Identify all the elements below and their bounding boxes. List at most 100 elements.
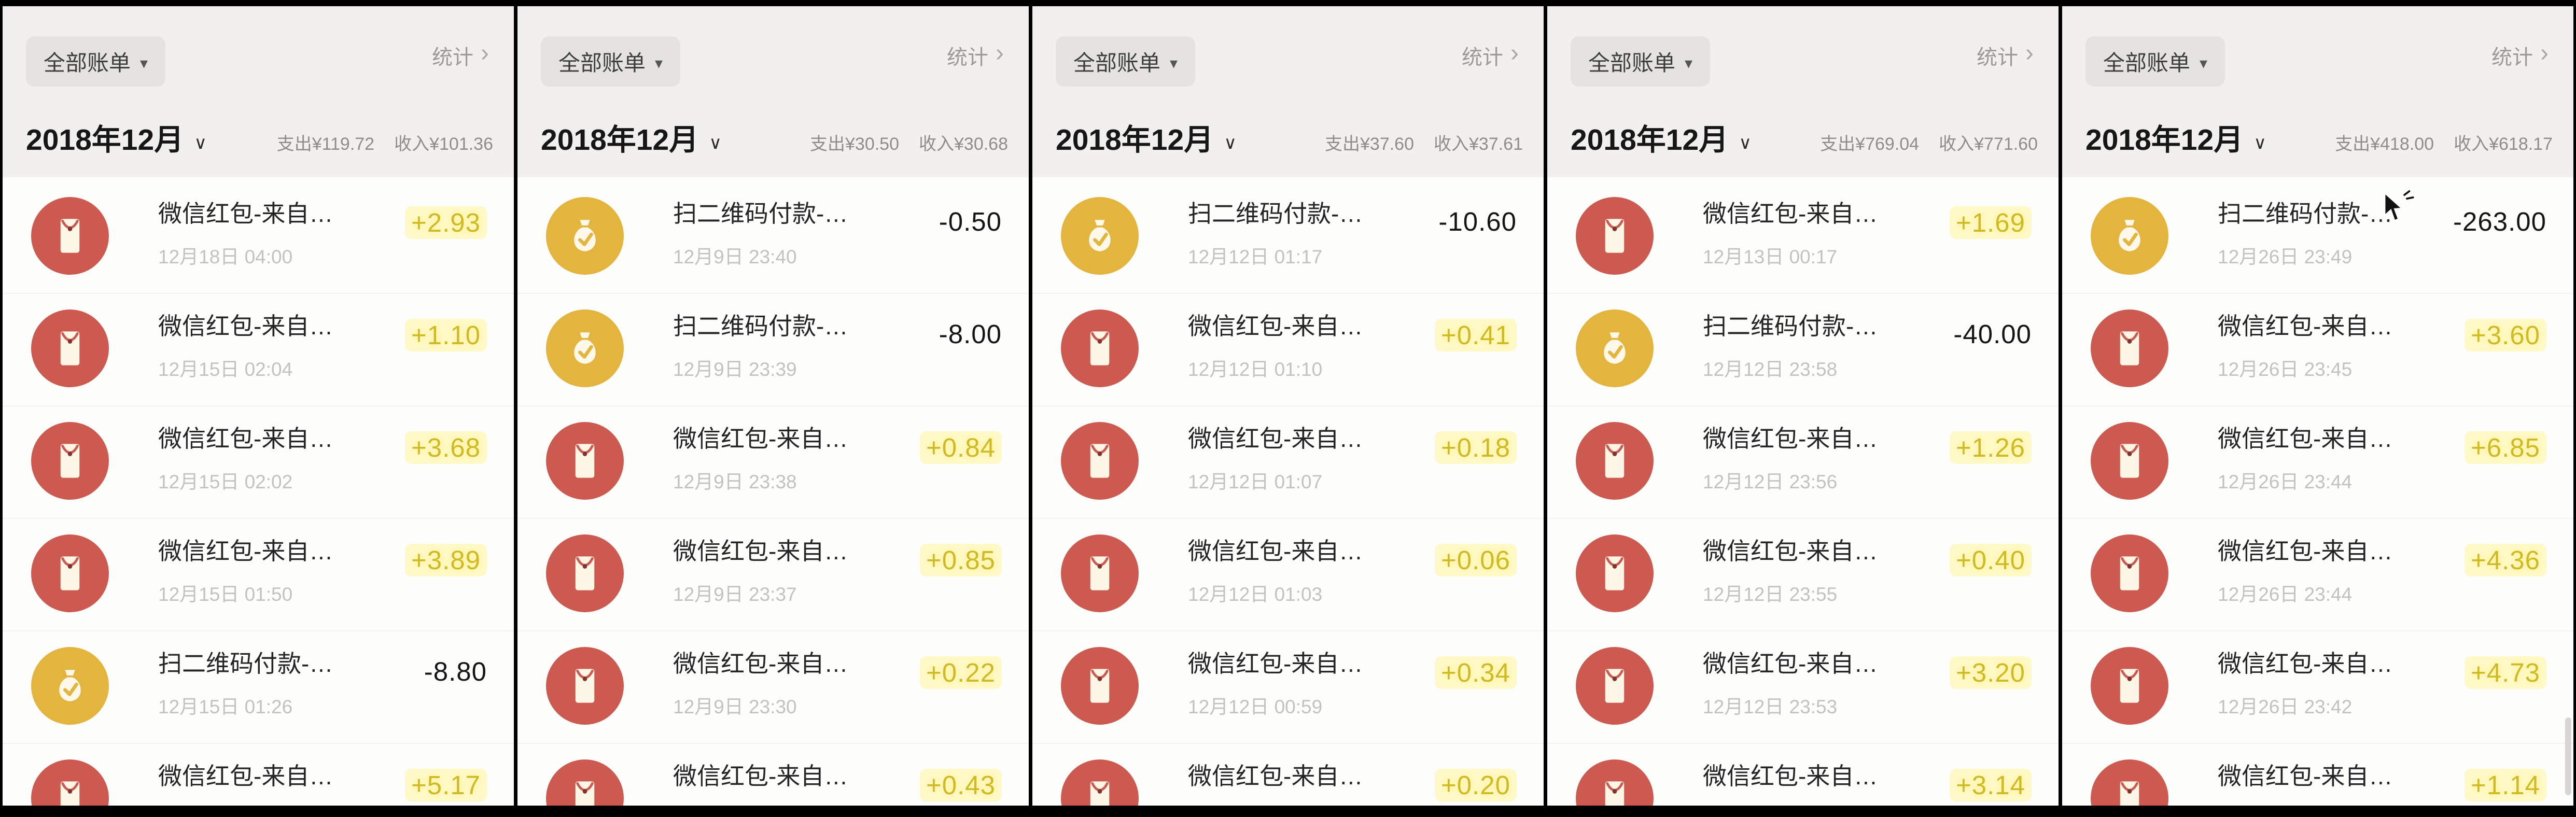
transaction-row[interactable]: 微信红包-来自发包 12月9日 23:37 +0.85 xyxy=(517,518,1029,630)
caret-down-icon: ▾ xyxy=(140,55,148,72)
statistics-label: 统计 xyxy=(1462,46,1504,69)
month-selector[interactable]: 2018年12月 ∨ xyxy=(541,116,722,159)
transaction-row[interactable]: 微信红包-来自发包 +0.20 xyxy=(1032,743,1544,806)
transaction-row[interactable]: 扫二维码付款-给*C-钦 12月9日 23:40 -0.50 xyxy=(517,181,1029,293)
transaction-text: 微信红包-来自发包 xyxy=(1188,763,1373,804)
panel-header: 全部账单 ▾ 统计 › 2018年12月 ∨ 支出¥769.04 收入¥771.… xyxy=(1547,6,2059,177)
transaction-row[interactable]: 微信红包-来自A.J 12月13日 00:17 +1.69 xyxy=(1547,181,2059,293)
transaction-date: 12月26日 23:44 xyxy=(2218,471,2353,492)
transaction-amount: +1.10 xyxy=(404,319,487,351)
expense-total: 支出¥769.04 xyxy=(1820,134,1920,154)
transaction-row[interactable]: 微信红包-来自小冷 12月26日 23:45 +3.60 xyxy=(2062,293,2573,405)
red-envelope-icon xyxy=(31,197,109,275)
account-filter-dropdown[interactable]: 全部账单 ▾ xyxy=(2085,36,2225,87)
transaction-amount: +6.85 xyxy=(2464,431,2546,464)
transaction-date: 12月13日 00:17 xyxy=(1703,246,1838,267)
transaction-row[interactable]: 微信红包-来自米赛尔12-… 12月15日 01:50 +3.89 xyxy=(3,518,514,630)
account-filter-dropdown[interactable]: 全部账单 ▾ xyxy=(1571,36,1711,87)
transaction-row[interactable]: 扫二维码付款-给A… 12月26日 23:49 -263.00 xyxy=(2062,181,2573,293)
red-envelope-icon xyxy=(31,759,109,806)
statistics-link[interactable]: 统计 › xyxy=(947,40,1004,71)
statistics-link[interactable]: 统计 › xyxy=(432,40,489,71)
transaction-row[interactable]: 微信红包-来自鲜海洋… +1.14 xyxy=(2062,743,2573,806)
account-filter-dropdown[interactable]: 全部账单 ▾ xyxy=(541,36,681,87)
red-envelope-icon xyxy=(546,647,624,725)
transaction-amount: -8.00 xyxy=(939,319,1002,349)
transaction-date: 12月26日 23:49 xyxy=(2218,246,2353,267)
scrollbar-thumb[interactable] xyxy=(2565,717,2571,795)
transaction-title: 微信红包-来自鲜海洋… xyxy=(2218,425,2402,452)
transaction-title: 微信红包-来自A.J xyxy=(1703,763,1887,790)
transaction-date: 12月26日 23:44 xyxy=(2218,583,2353,605)
transaction-title: 微信红包-来自发包 xyxy=(673,650,858,677)
account-filter-dropdown[interactable]: 全部账单 ▾ xyxy=(1056,36,1196,87)
money-bag-icon xyxy=(1576,309,1654,387)
income-total: 收入¥37.61 xyxy=(1434,134,1523,154)
transaction-row[interactable]: 微信红包-来自米赛尔12-… +5.17 xyxy=(3,743,514,806)
transaction-title: 微信红包-来自A.J xyxy=(1703,200,1887,227)
transaction-text: 微信红包-来自发包 12月12日 01:07 xyxy=(1188,425,1373,494)
transaction-row[interactable]: 微信红包-来自A.J 12月12日 23:53 +3.20 xyxy=(1547,630,2059,743)
transaction-row[interactable]: 微信红包-来自发包 +0.43 xyxy=(517,743,1029,806)
month-label: 2018年12月 xyxy=(1571,123,1729,157)
transaction-amount: +0.20 xyxy=(1434,769,1517,801)
red-envelope-icon xyxy=(1061,422,1139,500)
month-selector[interactable]: 2018年12月 ∨ xyxy=(1571,116,1752,159)
panel-header: 全部账单 ▾ 统计 › 2018年12月 ∨ 支出¥37.60 收入¥37.61 xyxy=(1032,6,1544,177)
transaction-amount: -263.00 xyxy=(2453,207,2546,236)
transaction-row[interactable]: 微信红包-来自发包 12月12日 01:03 +0.06 xyxy=(1032,518,1544,630)
transaction-row[interactable]: 微信红包-来自A.J 12月12日 23:56 +1.26 xyxy=(1547,405,2059,518)
statistics-link[interactable]: 统计 › xyxy=(1977,40,2034,71)
transaction-text: 微信红包-来自鲜海洋… 12月26日 23:42 xyxy=(2218,650,2402,719)
month-selector[interactable]: 2018年12月 ∨ xyxy=(2085,116,2266,159)
statistics-link[interactable]: 统计 › xyxy=(2491,40,2549,71)
transaction-row[interactable]: 微信红包-来自发包 12月9日 23:30 +0.22 xyxy=(517,630,1029,743)
transaction-row[interactable]: 扫二维码付款-给蕾蕾的… 12月12日 23:58 -40.00 xyxy=(1547,293,2059,405)
account-filter-label: 全部账单 xyxy=(2103,51,2191,75)
transaction-row[interactable]: 微信红包-来自发包 12月12日 01:10 +0.41 xyxy=(1032,293,1544,405)
panel-header: 全部账单 ▾ 统计 › 2018年12月 ∨ 支出¥30.50 收入¥30.68 xyxy=(517,6,1029,177)
transaction-row[interactable]: 扫二维码付款-给溢漾好… 12月15日 01:26 -8.80 xyxy=(3,630,514,743)
month-label: 2018年12月 xyxy=(541,123,699,157)
transaction-title: 扫二维码付款-给A… xyxy=(2218,200,2402,227)
transaction-row[interactable]: 微信红包-来自鲜海洋… 12月26日 23:44 +6.85 xyxy=(2062,405,2573,518)
transaction-row[interactable]: 扫二维码付款-给*C-钦 12月9日 23:39 -8.00 xyxy=(517,293,1029,405)
transaction-row[interactable]: 微信红包-来自米赛尔12-… 12月15日 02:04 +1.10 xyxy=(3,293,514,405)
statistics-link[interactable]: 统计 › xyxy=(1462,40,1519,71)
transaction-row[interactable]: 扫二维码付款-给*C-钦 12月12日 01:17 -10.60 xyxy=(1032,181,1544,293)
transaction-row[interactable]: 微信红包-来自鲜海洋… 12月26日 23:42 +4.73 xyxy=(2062,630,2573,743)
transaction-row[interactable]: 微信红包-来自小冷 12月26日 23:44 +4.36 xyxy=(2062,518,2573,630)
chevron-right-icon: › xyxy=(1510,39,1519,67)
transaction-title: 微信红包-来自米赛尔12-… xyxy=(158,763,343,790)
transaction-amount: +3.68 xyxy=(404,431,487,464)
transaction-date: 12月12日 01:07 xyxy=(1188,471,1323,492)
transaction-amount: -10.60 xyxy=(1438,207,1517,236)
transaction-title: 微信红包-来自发包 xyxy=(1188,650,1373,677)
panel-header: 全部账单 ▾ 统计 › 2018年12月 ∨ 支出¥418.00 收入¥618.… xyxy=(2062,6,2573,177)
month-selector[interactable]: 2018年12月 ∨ xyxy=(26,116,207,159)
transaction-text: 扫二维码付款-给蕾蕾的… 12月12日 23:58 xyxy=(1703,313,1887,382)
transaction-title: 微信红包-来自发包 xyxy=(1188,313,1373,340)
month-selector[interactable]: 2018年12月 ∨ xyxy=(1056,116,1237,159)
transaction-text: 扫二维码付款-给溢漾好… 12月15日 01:26 xyxy=(158,650,343,719)
account-filter-label: 全部账单 xyxy=(1073,51,1161,75)
chevron-right-icon: › xyxy=(481,39,489,67)
transaction-text: 扫二维码付款-给A… 12月26日 23:49 xyxy=(2218,200,2402,269)
transaction-row[interactable]: 微信红包-来自发包 12月12日 00:59 +0.34 xyxy=(1032,630,1544,743)
account-filter-dropdown[interactable]: 全部账单 ▾ xyxy=(26,36,166,87)
month-label: 2018年12月 xyxy=(26,123,184,157)
transaction-list: 微信红包-来自米赛尔12-… 12月18日 04:00 +2.93 微信红包-来… xyxy=(3,177,514,806)
transaction-row[interactable]: 微信红包-来自米赛尔12-… 12月18日 04:00 +2.93 xyxy=(3,181,514,293)
transaction-row[interactable]: 微信红包-来自A.J 12月12日 23:55 +0.40 xyxy=(1547,518,2059,630)
transaction-title: 微信红包-来自发包 xyxy=(673,538,858,565)
transaction-row[interactable]: 微信红包-来自发包 12月9日 23:38 +0.84 xyxy=(517,405,1029,518)
transaction-text: 微信红包-来自发包 12月9日 23:38 xyxy=(673,425,858,494)
transaction-title: 微信红包-来自鲜海洋… xyxy=(2218,650,2402,677)
transaction-amount: -0.50 xyxy=(939,207,1002,236)
caret-down-icon: ▾ xyxy=(1170,55,1178,72)
transaction-row[interactable]: 微信红包-来自A.J +3.14 xyxy=(1547,743,2059,806)
transaction-row[interactable]: 微信红包-来自米赛尔12-… 12月15日 02:02 +3.68 xyxy=(3,405,514,518)
transaction-row[interactable]: 微信红包-来自发包 12月12日 01:07 +0.18 xyxy=(1032,405,1544,518)
month-summary: 支出¥30.50 收入¥30.68 xyxy=(810,130,1008,155)
